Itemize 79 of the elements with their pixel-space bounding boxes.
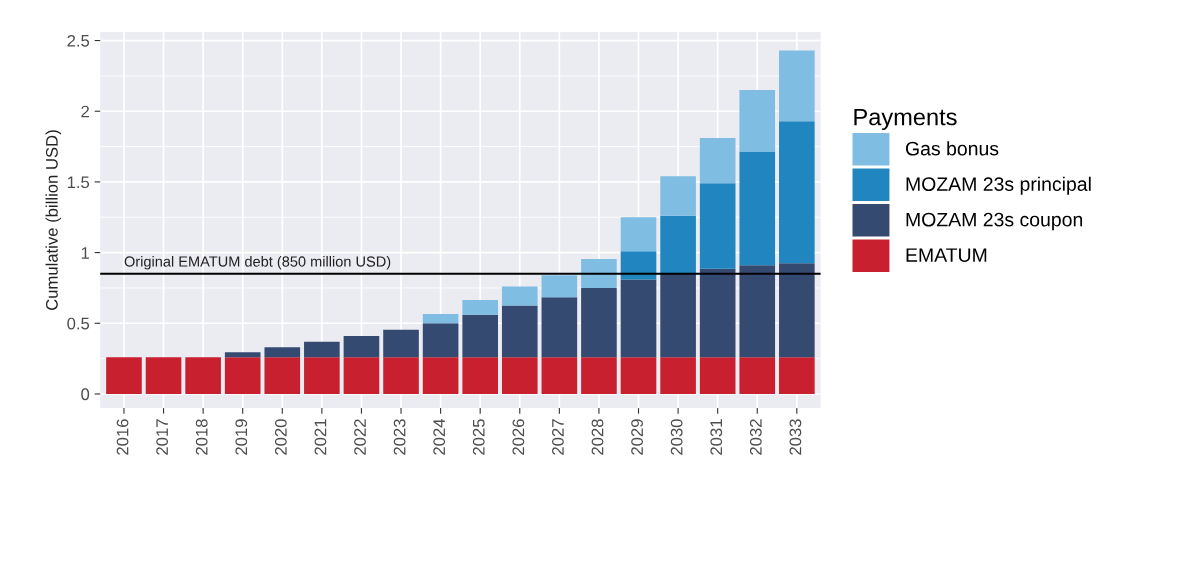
bar <box>224 352 261 358</box>
x-tick-label: 2028 <box>591 419 604 455</box>
legend-label: EMATUM <box>906 248 987 262</box>
bar <box>541 297 578 358</box>
bar <box>581 357 617 394</box>
x-tick-label: 2016 <box>116 419 129 455</box>
x-tick-label: 2026 <box>512 419 525 455</box>
x-tick-label: 2023 <box>393 419 406 455</box>
x-tick-label: 2032 <box>749 419 762 455</box>
legend-label: MOZAM 23s coupon <box>906 212 1083 231</box>
bar <box>383 357 419 394</box>
y-tick-label: 1.5 <box>67 176 90 189</box>
bar <box>501 357 538 394</box>
y-axis-title: Cumulative (billion USD) <box>45 130 62 310</box>
bar <box>462 357 498 394</box>
bar <box>422 323 459 358</box>
bar <box>185 357 221 394</box>
ref-line-label: Original EMATUM debt (850 million USD) <box>124 255 391 270</box>
x-tick-label: 2031 <box>710 419 723 455</box>
bar <box>620 251 657 280</box>
bar <box>739 357 776 394</box>
bar <box>304 357 340 394</box>
bar <box>779 263 815 358</box>
bar <box>422 357 459 394</box>
bar <box>620 279 657 358</box>
bar <box>660 273 696 358</box>
x-tick-label: 2018 <box>195 419 208 455</box>
legend-label: Gas bonus <box>905 141 999 156</box>
bar <box>541 357 578 394</box>
y-tick-label: 1 <box>81 247 89 259</box>
bar <box>779 50 815 122</box>
bar <box>501 286 538 306</box>
bar <box>699 138 736 184</box>
x-tick-label: 2029 <box>631 419 643 455</box>
bar <box>581 258 617 288</box>
x-tick-label: 2022 <box>354 419 366 455</box>
legend-label: MOZAM 23s principal <box>906 176 1091 195</box>
x-tick-label: 2033 <box>789 419 802 455</box>
bar <box>343 336 380 358</box>
bar <box>699 183 736 269</box>
bar <box>224 357 261 394</box>
bar <box>779 121 815 264</box>
bar <box>779 357 815 394</box>
legend-title: Payments <box>854 108 957 131</box>
bar <box>620 217 657 252</box>
x-tick-label: 2027 <box>552 419 564 455</box>
bar <box>343 357 380 394</box>
bar <box>501 305 538 358</box>
x-tick-label: 2030 <box>670 419 683 455</box>
bar <box>383 329 419 358</box>
bar <box>106 357 142 394</box>
y-tick-label: 2.5 <box>67 34 90 47</box>
x-tick-label: 2021 <box>314 419 327 455</box>
bar <box>739 265 776 358</box>
bar <box>541 275 578 298</box>
x-tick-label: 2019 <box>235 419 248 455</box>
bar <box>739 151 776 266</box>
bar <box>660 357 696 394</box>
bar <box>660 176 696 216</box>
bar <box>462 299 498 315</box>
bar <box>699 268 736 358</box>
bar <box>304 341 340 358</box>
bar <box>620 357 657 394</box>
x-tick-label: 2024 <box>433 419 446 455</box>
y-tick-label: 2 <box>81 105 89 118</box>
bar <box>739 90 776 152</box>
bar <box>699 357 736 394</box>
x-tick-label: 2020 <box>274 419 287 455</box>
y-tick-label: 0 <box>81 388 90 401</box>
bar <box>422 314 459 324</box>
bar <box>660 215 696 274</box>
x-tick-label: 2025 <box>472 419 485 455</box>
bar <box>145 357 182 394</box>
bar <box>462 314 498 358</box>
x-tick-label: 2017 <box>156 419 169 455</box>
bar <box>264 347 301 358</box>
bar <box>264 357 301 394</box>
bar <box>581 287 617 358</box>
y-tick-label: 0.5 <box>67 317 90 330</box>
